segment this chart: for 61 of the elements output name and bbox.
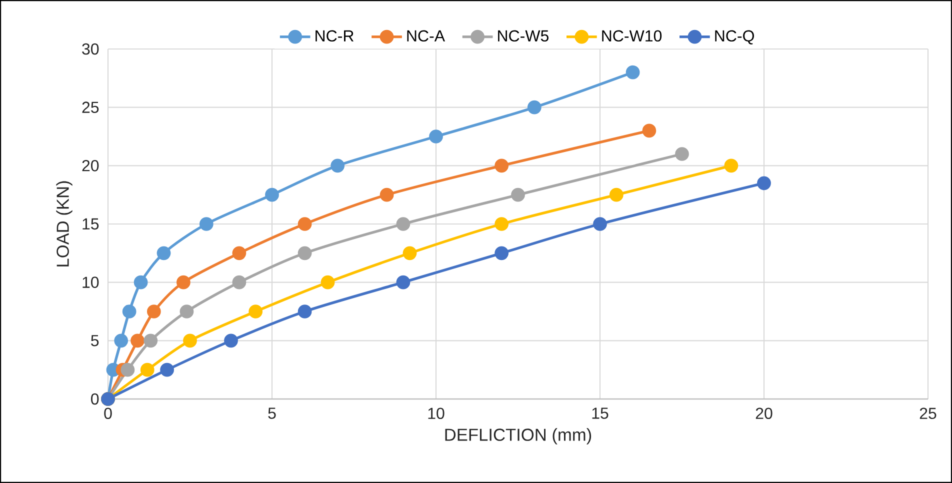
point: [176, 275, 190, 290]
legend-label: NC-R: [316, 30, 354, 42]
point: [675, 147, 689, 161]
point: [232, 275, 246, 290]
y-tick-label: 25: [82, 102, 99, 113]
point: [130, 334, 144, 348]
point: [298, 304, 312, 318]
point: [396, 217, 410, 231]
point: [642, 124, 656, 138]
point: [248, 304, 263, 318]
x-tick-label: 5: [268, 408, 276, 419]
point: [140, 362, 154, 377]
point: [120, 362, 135, 377]
x-axis-title: DEFLICTION (mm): [445, 428, 592, 444]
point: [144, 334, 158, 348]
point: [494, 217, 509, 231]
legend-label: NC-W10: [602, 30, 662, 42]
point: [224, 334, 238, 348]
point: [402, 246, 417, 260]
point: [527, 100, 542, 114]
point: [396, 275, 410, 290]
point: [724, 158, 738, 173]
legend-label: NC-W5: [498, 30, 548, 42]
point: [298, 246, 312, 260]
x-tick-label: 10: [428, 408, 444, 420]
point: [232, 246, 246, 260]
point: [494, 158, 509, 173]
x-tick-label: 25: [920, 408, 936, 420]
point: [122, 304, 136, 318]
point: [265, 188, 279, 202]
point: [330, 158, 345, 173]
legend-label: NC-A: [407, 30, 446, 42]
x-tick-label: 20: [756, 408, 772, 420]
point: [180, 304, 194, 318]
point: [146, 304, 161, 318]
y-tick-label: 20: [82, 160, 99, 172]
point: [298, 217, 312, 231]
point: [114, 334, 128, 348]
point: [134, 275, 148, 290]
point: [380, 188, 394, 202]
x-tick-label: 0: [104, 408, 112, 420]
point: [609, 188, 624, 202]
point: [156, 246, 171, 260]
y-tick-label: 5: [91, 335, 99, 346]
point: [160, 362, 174, 377]
point: [429, 130, 443, 144]
point: [199, 217, 214, 231]
y-tick-label: 30: [82, 43, 99, 55]
point: [320, 275, 335, 290]
y-axis-title: LOAD (KN): [56, 181, 72, 266]
x-tick-label: 15: [592, 408, 608, 419]
point: [757, 176, 771, 190]
point: [183, 334, 197, 348]
point: [494, 246, 509, 260]
point: [593, 217, 607, 231]
y-tick-label: 0: [91, 393, 99, 405]
y-tick-label: 15: [82, 218, 99, 230]
legend-label: NC-Q: [715, 30, 754, 44]
y-tick-label: 10: [82, 276, 99, 288]
point: [511, 188, 525, 202]
point: [626, 65, 640, 80]
